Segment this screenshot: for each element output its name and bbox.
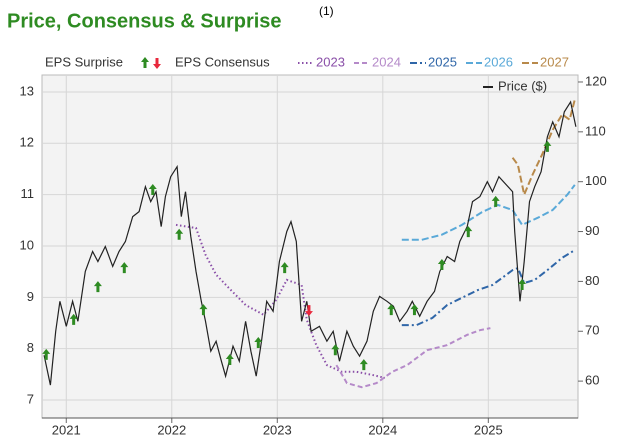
surprise-arrow: [120, 262, 129, 274]
y2-tick-label: 80: [585, 273, 599, 288]
legend-label: Price ($): [498, 78, 547, 93]
surprise-arrow: [148, 184, 157, 196]
surprise-arrow: [387, 304, 396, 316]
x-tick-label: 2022: [157, 422, 186, 437]
y-tick-label: 9: [27, 289, 34, 304]
surprise-arrow: [464, 226, 473, 238]
legend-label: EPS Consensus: [175, 54, 270, 69]
y-tick-label: 13: [20, 83, 34, 98]
legend-label: EPS Surprise: [45, 54, 123, 69]
surprise-arrow: [280, 262, 289, 274]
surprise-arrow: [410, 304, 419, 316]
surprise-arrow: [199, 304, 208, 316]
chart-title: Price, Consensus & Surprise: [7, 10, 282, 32]
legend-arrow: [141, 57, 149, 68]
line-series: [175, 223, 386, 379]
y-tick-label: 10: [20, 237, 34, 252]
y2-tick-label: 120: [585, 73, 607, 88]
legend-label: 2024: [372, 54, 401, 69]
y-tick-label: 7: [27, 391, 34, 406]
legend-label: 2023: [316, 54, 345, 69]
line-series: [511, 99, 576, 198]
line-series: [401, 249, 576, 327]
surprise-arrow: [491, 195, 500, 207]
y2-tick-label: 100: [585, 173, 607, 188]
x-tick-label: 2025: [474, 422, 503, 437]
surprise-arrow: [437, 258, 446, 270]
title-note: (1): [319, 4, 334, 18]
y2-tick-label: 70: [585, 323, 599, 338]
x-tick-label: 2021: [52, 422, 81, 437]
y2-tick-label: 90: [585, 223, 599, 238]
legend-label: 2026: [484, 54, 513, 69]
surprise-arrow: [69, 313, 78, 325]
surprise-arrow: [543, 140, 552, 152]
y2-tick-label: 110: [585, 123, 606, 138]
surprise-arrow: [331, 344, 340, 356]
surprise-arrow: [93, 281, 102, 293]
y-tick-label: 11: [21, 186, 35, 201]
surprise-arrow: [518, 279, 527, 291]
legend-label: 2027: [540, 54, 569, 69]
x-tick-label: 2024: [368, 422, 397, 437]
line-series: [43, 100, 577, 386]
legend-arrow: [153, 58, 161, 69]
surprise-arrow: [254, 337, 263, 349]
surprise-arrow: [225, 353, 234, 365]
surprise-arrow: [175, 228, 184, 240]
x-tick-label: 2023: [263, 422, 292, 437]
surprise-arrow: [359, 359, 368, 371]
legend-label: 2025: [428, 54, 457, 69]
line-series: [401, 184, 576, 241]
surprise-arrow: [42, 348, 51, 360]
surprise-arrow: [304, 305, 313, 317]
y-tick-label: 12: [20, 135, 34, 150]
y-tick-label: 8: [27, 340, 34, 355]
y2-tick-label: 60: [585, 373, 599, 388]
